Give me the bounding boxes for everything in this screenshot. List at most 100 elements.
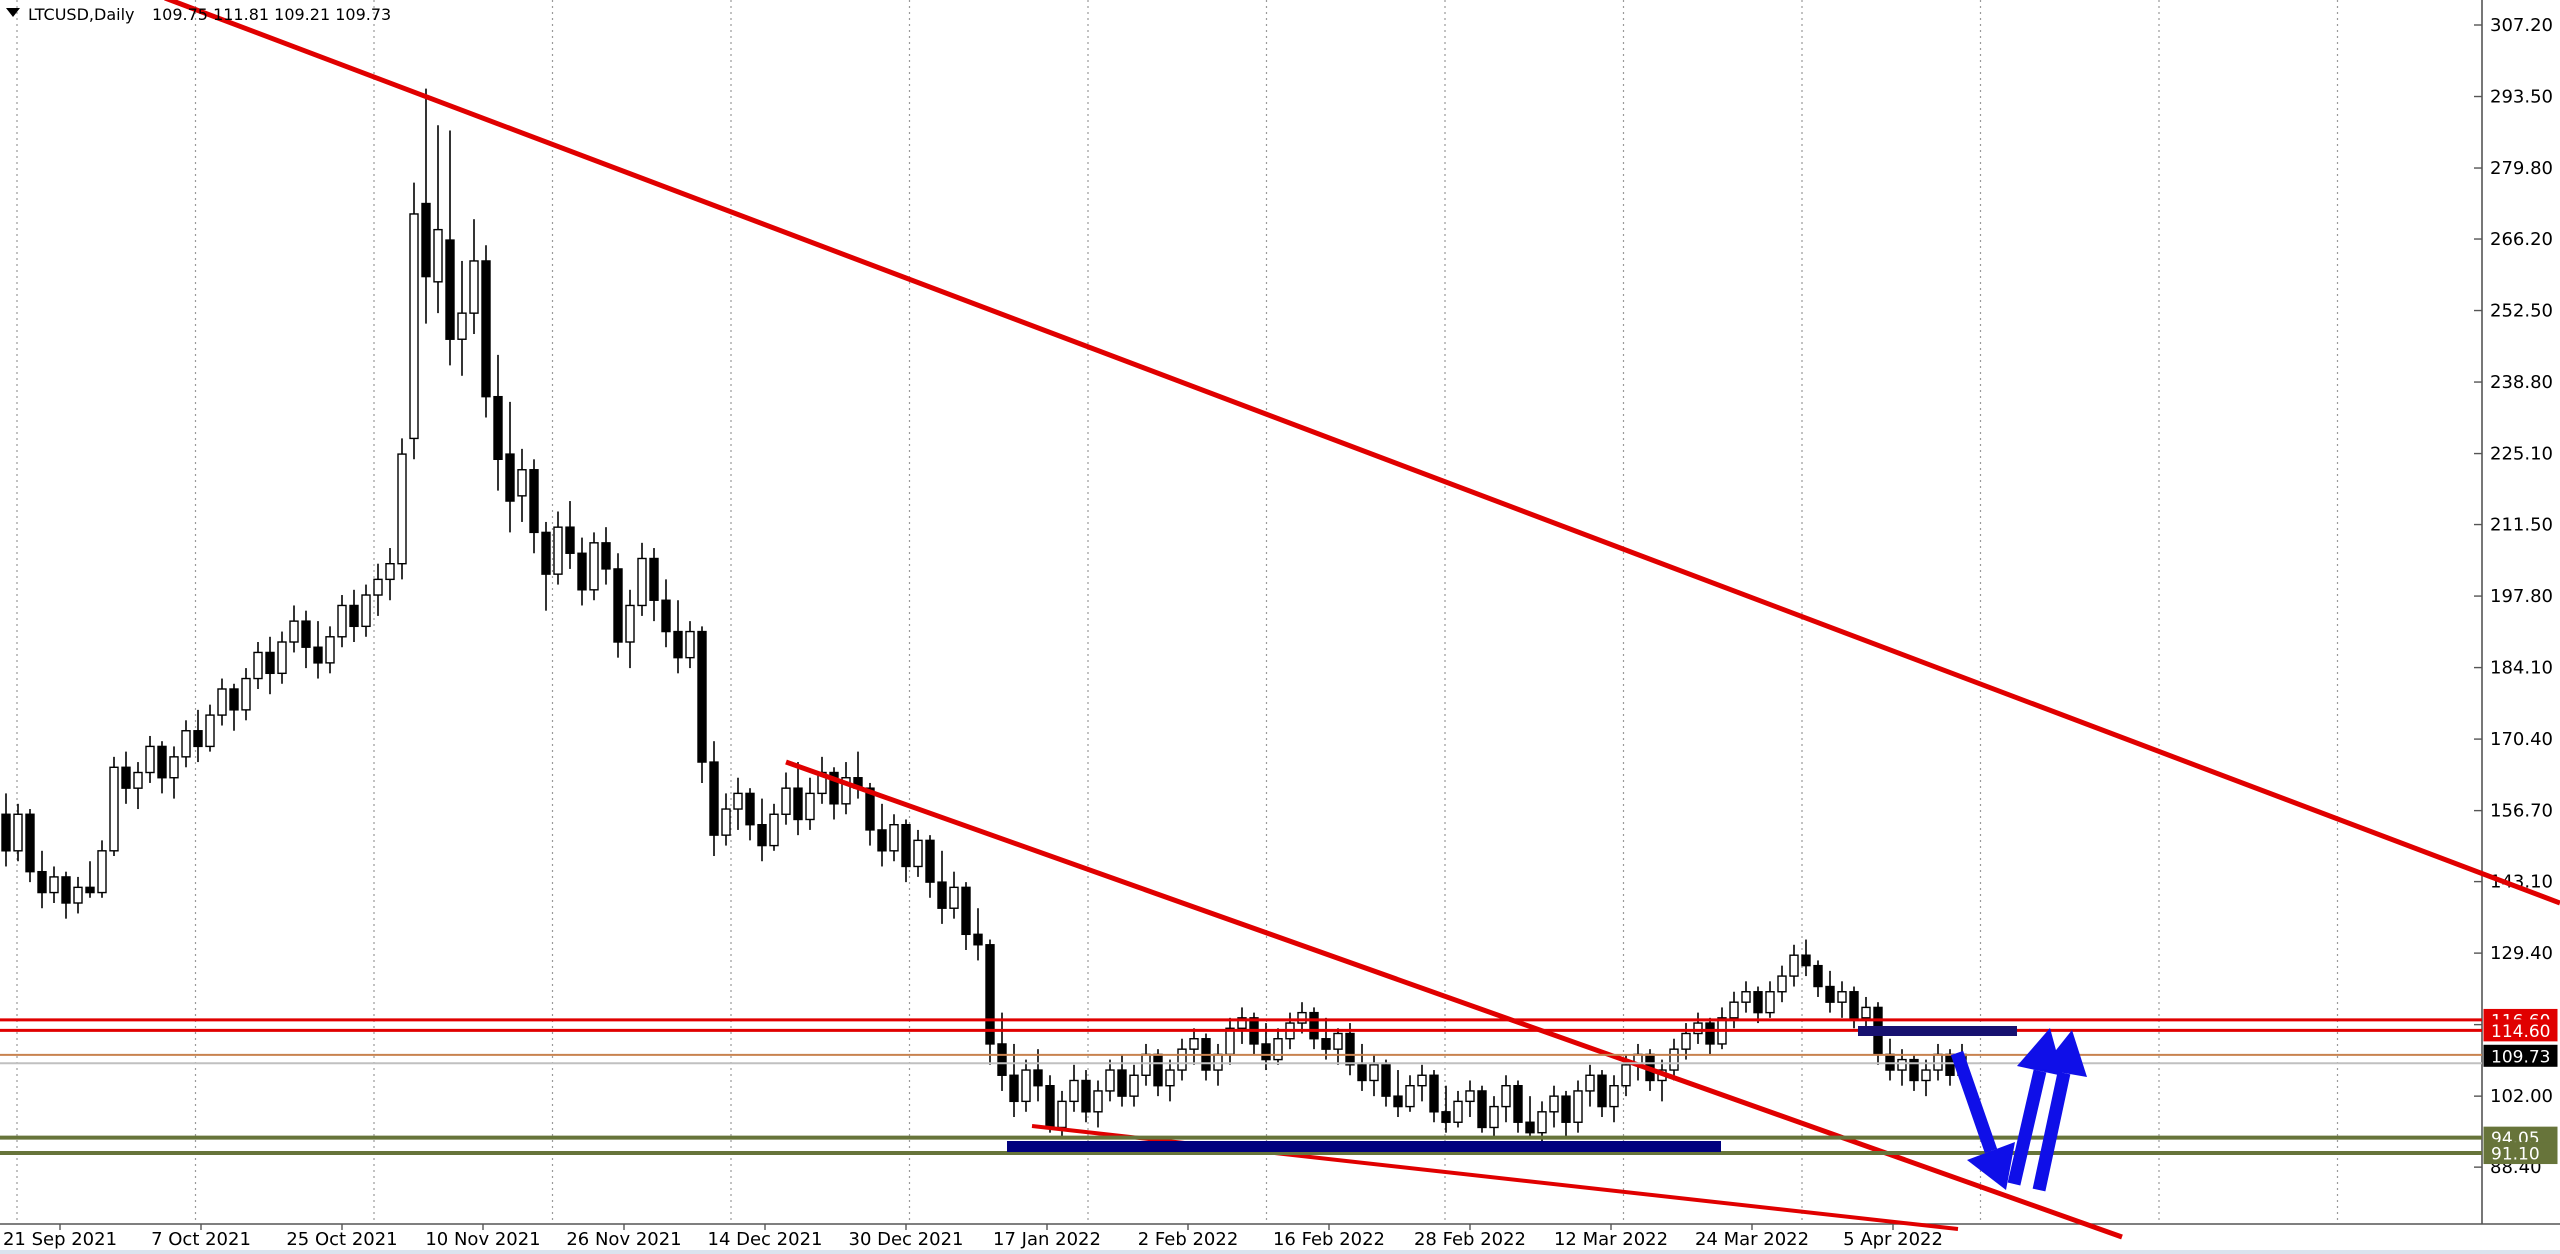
candle-body-bear	[577, 552, 587, 591]
candle	[289, 605, 299, 653]
candle-body-bear	[61, 876, 71, 904]
candle-body-bear	[445, 239, 455, 340]
candle	[757, 798, 767, 862]
candle-body-bear	[529, 469, 539, 534]
candle-body-bear	[481, 260, 491, 398]
projection-arrow-up-2[interactable]	[2032, 1030, 2087, 1192]
candle	[457, 260, 467, 376]
candle-body-bear	[1885, 1053, 1895, 1071]
candle-body-bull	[769, 813, 779, 847]
candle	[97, 840, 107, 898]
price-tick-label: 293.50	[2490, 87, 2553, 108]
candle	[541, 521, 551, 611]
candle	[373, 563, 383, 616]
candle	[1729, 991, 1739, 1029]
support-zone-bar[interactable]	[1007, 1141, 1721, 1152]
candle	[301, 610, 311, 669]
middle-downtrend-line[interactable]	[785, 759, 2123, 1240]
window-bottom-strip	[0, 1250, 2560, 1254]
candle	[1705, 1017, 1715, 1055]
price-tick-label: 279.80	[2490, 158, 2553, 179]
candle-body-bear	[1525, 1121, 1535, 1134]
candle	[205, 704, 215, 752]
candle	[1033, 1049, 1043, 1102]
candle	[409, 182, 419, 460]
candle	[493, 354, 503, 491]
candle	[265, 636, 275, 695]
candle-body-bear	[745, 792, 755, 826]
candle	[1597, 1070, 1607, 1118]
highlight-zones	[1007, 1026, 2017, 1152]
candle-body-bull	[637, 557, 647, 607]
date-tick-label: 24 Mar 2022	[1695, 1229, 1809, 1250]
candle-body-bull	[133, 771, 143, 789]
candle-body-bear	[121, 766, 131, 789]
candle-body-bull	[841, 777, 851, 805]
candle-body-bull	[553, 526, 563, 575]
candle	[1573, 1080, 1583, 1133]
candle-body-bear	[193, 730, 203, 748]
candle	[565, 501, 575, 569]
candle	[1177, 1038, 1187, 1081]
candle	[805, 777, 815, 830]
candle-body-bull	[913, 839, 923, 868]
upper-downtrend-line[interactable]	[164, 0, 2560, 906]
date-tick-label: 16 Feb 2022	[1273, 1229, 1385, 1250]
candle	[313, 621, 323, 679]
candle	[133, 762, 143, 810]
candle-body-bull	[361, 594, 371, 628]
chart-title: LTCUSD,Daily 109.75 111.81 109.21 109.73	[6, 5, 391, 24]
candle	[1741, 981, 1751, 1013]
projection-arrow-down[interactable]	[1950, 1050, 2015, 1190]
price-tick-label: 307.20	[2490, 15, 2553, 36]
candle-body-bull	[169, 756, 179, 779]
candle-body-bear	[1753, 991, 1763, 1014]
candle	[1093, 1080, 1103, 1128]
candle-body-bull	[385, 563, 395, 581]
candle-body-bull	[625, 604, 635, 643]
candle-body-bull	[1537, 1111, 1547, 1134]
candle-body-bull	[1897, 1058, 1907, 1071]
candle-body-bull	[433, 228, 443, 283]
projection-arrow-up-2-head	[2041, 1030, 2087, 1077]
candle-body-bear	[1597, 1074, 1607, 1108]
candle-body-bull	[1069, 1079, 1079, 1103]
candle-body-bear	[1825, 985, 1835, 1003]
candle-body-bear	[865, 787, 875, 831]
candle-body-bull	[1669, 1048, 1679, 1071]
candle	[1801, 939, 1811, 977]
candle-body-bull	[1933, 1053, 1943, 1071]
candle	[625, 589, 635, 669]
candle-body-bull	[1549, 1095, 1559, 1113]
resistance-zone-bar[interactable]	[1858, 1026, 2017, 1036]
candle	[1009, 1043, 1019, 1118]
candle-body-bull	[1609, 1085, 1619, 1108]
candle-body-bear	[1045, 1085, 1055, 1129]
candle-body-bear	[925, 839, 935, 883]
date-tick-label: 10 Nov 2021	[425, 1229, 540, 1250]
candle-body-bear	[973, 933, 983, 946]
candle	[985, 939, 995, 1065]
date-tick-label: 25 Oct 2021	[286, 1229, 397, 1250]
candle	[469, 219, 479, 335]
candle	[1693, 1012, 1703, 1044]
candle-body-bull	[1621, 1064, 1631, 1087]
annotation-arrows	[1950, 1028, 2087, 1192]
candle	[1321, 1017, 1331, 1060]
candle-body-bear	[829, 771, 839, 805]
candle-body-bull	[1573, 1090, 1583, 1123]
candle-body-bull	[1105, 1069, 1115, 1092]
candle-body-bull	[589, 542, 599, 591]
candle	[253, 642, 263, 689]
candle-body-bear	[877, 829, 887, 852]
candle-body-bull	[1681, 1032, 1691, 1050]
candle-body-bull	[1465, 1090, 1475, 1103]
candle-body-bull	[805, 792, 815, 821]
candle	[973, 908, 983, 961]
candle-body-bear	[541, 531, 551, 575]
symbol-dropdown-icon[interactable]	[6, 8, 20, 17]
